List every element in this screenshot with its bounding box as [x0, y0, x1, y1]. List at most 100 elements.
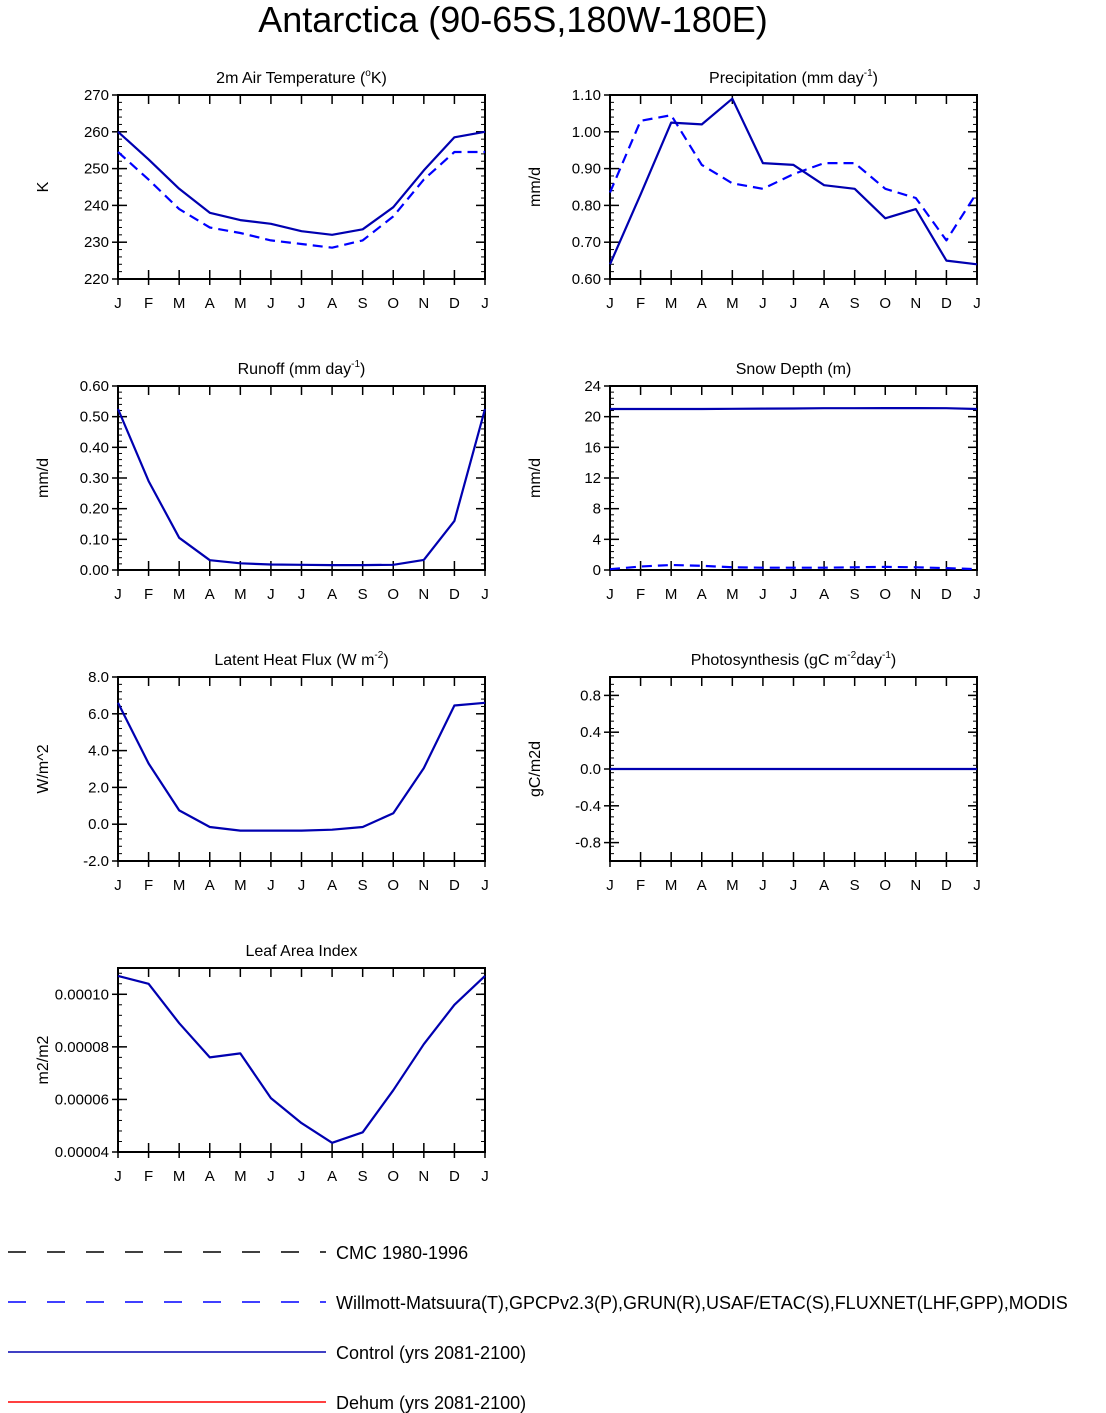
- x-tick-label: J: [114, 295, 122, 312]
- x-tick-label: M: [234, 295, 247, 312]
- x-tick-label: J: [267, 586, 275, 603]
- legend-label: Control (yrs 2081-2100): [336, 1343, 526, 1363]
- x-tick-label: J: [606, 295, 614, 312]
- y-tick-label: 0.70: [572, 234, 601, 251]
- x-tick-label: J: [759, 877, 767, 894]
- x-tick-label: J: [973, 586, 981, 603]
- x-tick-label: D: [941, 586, 952, 603]
- y-tick-label: 0.00006: [55, 1091, 109, 1108]
- x-tick-label: D: [449, 877, 460, 894]
- series-line-control: [117, 130, 486, 236]
- y-tick-label: 0.60: [80, 378, 109, 395]
- x-tick-label: M: [173, 877, 186, 894]
- x-tick-label: M: [665, 295, 678, 312]
- figure-title: Antarctica (90-65S,180W-180E): [258, 0, 768, 40]
- x-tick-label: A: [697, 877, 707, 894]
- x-tick-label: M: [665, 586, 678, 603]
- legend-label: Willmott-Matsuura(T),GPCPv2.3(P),GRUN(R)…: [336, 1293, 1068, 1313]
- x-tick-label: J: [481, 877, 489, 894]
- x-tick-label: J: [114, 586, 122, 603]
- y-tick-label: 0.60: [572, 271, 601, 288]
- x-tick-label: S: [850, 877, 860, 894]
- x-tick-label: J: [606, 877, 614, 894]
- x-tick-label: J: [298, 877, 306, 894]
- x-tick-label: S: [358, 877, 368, 894]
- x-tick-label: A: [205, 295, 215, 312]
- series-line-obs: [609, 563, 978, 571]
- y-tick-label: 0.10: [80, 531, 109, 548]
- x-tick-label: O: [387, 295, 399, 312]
- chart-panels: 2m Air Temperature (oK)22023024025026027…: [35, 68, 981, 1185]
- plot-frame: [117, 385, 486, 571]
- y-tick-label: 8: [593, 501, 601, 518]
- x-tick-label: J: [790, 877, 798, 894]
- y-tick-label: 1.10: [572, 87, 601, 104]
- x-tick-label: M: [234, 877, 247, 894]
- y-axis-label: m2/m2: [35, 1035, 52, 1084]
- chart-title: 2m Air Temperature (oK): [216, 68, 387, 87]
- y-tick-label: 260: [84, 124, 109, 141]
- x-tick-label: J: [267, 877, 275, 894]
- series-line-control: [116, 408, 487, 567]
- chart-panel-photo: Photosynthesis (gC m-2day-1) -0.8 -0.4 0.0 0…: [527, 650, 981, 894]
- x-tick-label: A: [819, 295, 829, 312]
- x-tick-label: A: [327, 1168, 337, 1185]
- x-tick-label: O: [387, 1168, 399, 1185]
- chart-title: Runoff (mm day-1): [238, 359, 366, 378]
- y-tick-label: 0: [593, 562, 601, 579]
- chart-panel-snow: Snow Depth (m) 0 4 8 12 16 20 24 J F M A M J J A S O N D Jmm…: [527, 361, 981, 603]
- x-tick-label: A: [205, 877, 215, 894]
- chart-title: Leaf Area Index: [245, 943, 357, 960]
- x-tick-label: N: [418, 877, 429, 894]
- x-tick-label: A: [327, 877, 337, 894]
- chart-title: Precipitation (mm day-1): [709, 68, 878, 87]
- x-tick-label: N: [418, 1168, 429, 1185]
- x-tick-label: D: [449, 586, 460, 603]
- chart-title: Snow Depth (m): [736, 361, 852, 378]
- series-line-obs: [117, 150, 485, 249]
- plot-frame: [609, 94, 978, 280]
- chart-title: Photosynthesis (gC m-2day-1): [691, 650, 896, 669]
- y-axis-label: mm/d: [527, 167, 544, 207]
- y-tick-label: 250: [84, 161, 109, 178]
- plot-frame: [117, 676, 486, 862]
- y-tick-label: 0.00: [80, 562, 109, 579]
- y-tick-label: -0.8: [575, 835, 601, 852]
- y-tick-label: 0.00004: [55, 1144, 109, 1161]
- y-tick-label: 0.4: [580, 724, 601, 741]
- y-axis-label: K: [35, 181, 52, 192]
- y-tick-label: 6.0: [88, 706, 109, 723]
- x-tick-label: O: [879, 586, 891, 603]
- y-tick-label: 20: [584, 409, 601, 426]
- y-tick-label: 0.80: [572, 197, 601, 214]
- y-tick-label: 0.40: [80, 439, 109, 456]
- x-tick-label: F: [636, 586, 645, 603]
- x-tick-label: A: [697, 295, 707, 312]
- x-tick-label: S: [358, 295, 368, 312]
- x-tick-label: F: [636, 295, 645, 312]
- y-tick-label: 0.8: [580, 687, 601, 704]
- x-tick-label: J: [790, 586, 798, 603]
- x-tick-label: O: [879, 295, 891, 312]
- x-tick-label: J: [114, 1168, 122, 1185]
- x-tick-label: A: [327, 586, 337, 603]
- series-line-control: [608, 97, 978, 266]
- x-tick-label: A: [697, 586, 707, 603]
- x-tick-label: J: [267, 1168, 275, 1185]
- x-tick-label: F: [144, 295, 153, 312]
- x-tick-label: M: [726, 877, 739, 894]
- chart-title: Latent Heat Flux (W m-2): [214, 650, 388, 669]
- x-tick-label: O: [387, 586, 399, 603]
- x-tick-label: F: [144, 1168, 153, 1185]
- y-tick-label: 0.00008: [55, 1039, 109, 1056]
- plot-frame: [609, 385, 978, 571]
- x-tick-label: N: [910, 877, 921, 894]
- y-tick-label: 240: [84, 197, 109, 214]
- y-axis-label: mm/d: [527, 458, 544, 498]
- x-tick-label: A: [205, 586, 215, 603]
- series-line-control: [117, 974, 486, 1144]
- x-tick-label: N: [418, 295, 429, 312]
- legend-label: Dehum (yrs 2081-2100): [336, 1393, 526, 1413]
- chart-panel-lai: Leaf Area Index 0.00004 0.00006 0.00008 0.00…: [35, 943, 489, 1185]
